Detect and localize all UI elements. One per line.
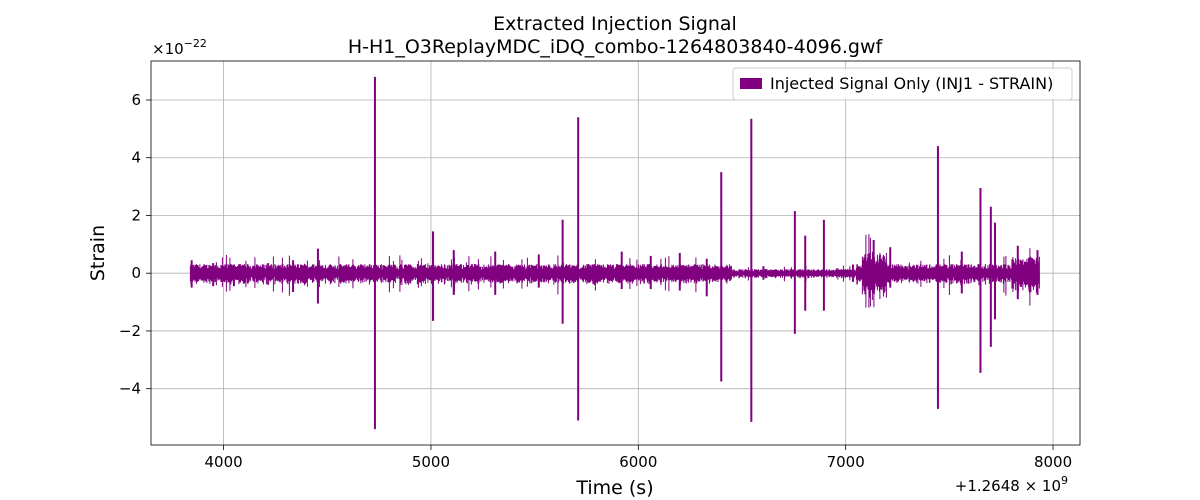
- x-tick-label: 7000: [827, 453, 865, 471]
- y-tick-label: 6: [131, 91, 141, 109]
- y-tick-label: 4: [131, 149, 141, 167]
- x-axis-title: Time (s): [575, 477, 653, 499]
- chart-title: Extracted Injection Signal: [493, 13, 737, 35]
- y-tick-label: −4: [119, 380, 141, 398]
- legend-label: Injected Signal Only (INJ1 - STRAIN): [770, 74, 1053, 93]
- x-tick-label: 5000: [412, 453, 450, 471]
- series-layer: [189, 76, 1040, 430]
- x-tick-label: 6000: [619, 453, 657, 471]
- y-multiplier: ×10−22: [152, 37, 207, 58]
- x-tick-label: 8000: [1034, 453, 1072, 471]
- y-tick-label: 0: [131, 264, 141, 282]
- y-axis-title: Strain: [87, 225, 109, 281]
- x-offset: +1.2648 × 109: [955, 474, 1068, 495]
- axes-frame: [150, 60, 1081, 446]
- tick-layer: 4000 5000 6000 7000 8000 −4 −2 0 2 4 6: [119, 91, 1072, 471]
- y-tick-label: 2: [131, 206, 141, 224]
- legend: Injected Signal Only (INJ1 - STRAIN): [732, 67, 1073, 101]
- x-tick-label: 4000: [204, 453, 242, 471]
- y-multiplier-exponent: −22: [184, 37, 207, 50]
- legend-swatch: [740, 78, 762, 89]
- x-offset-exponent: 9: [1061, 474, 1068, 487]
- x-offset-base: +1.2648 × 10: [955, 477, 1061, 495]
- chart-subtitle: H-H1_O3ReplayMDC_iDQ_combo-1264803840-40…: [348, 36, 884, 58]
- y-tick-label: −2: [119, 322, 141, 340]
- y-multiplier-base: ×10: [152, 40, 184, 58]
- legend-box: [732, 67, 1073, 101]
